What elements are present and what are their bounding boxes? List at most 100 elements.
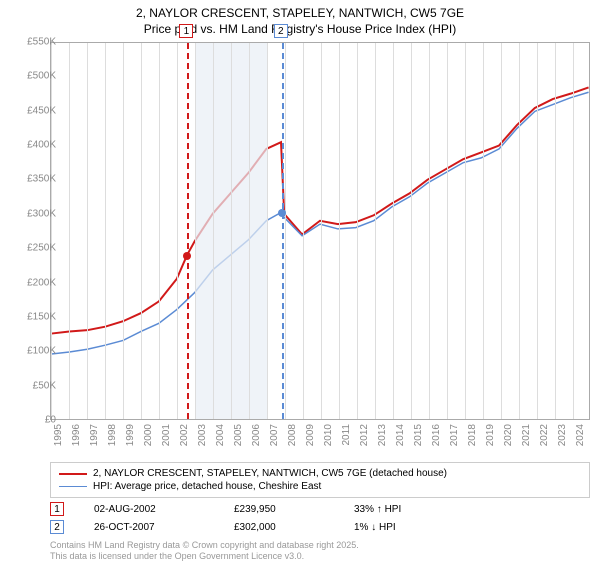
sale-delta: 1% ↓ HPI [354,522,396,533]
x-axis-label: 2006 [251,424,262,446]
x-axis-label: 2017 [449,424,460,446]
x-axis-label: 2004 [215,424,226,446]
x-axis-label: 2011 [341,424,352,446]
grid-vline [501,43,502,419]
title-line-1: 2, NAYLOR CRESCENT, STAPELEY, NANTWICH, … [136,6,464,20]
y-axis-label: £300K [12,208,56,219]
x-axis-label: 1997 [89,424,100,446]
legend-box: 2, NAYLOR CRESCENT, STAPELEY, NANTWICH, … [50,462,590,498]
grid-vline [159,43,160,419]
footer-line-1: Contains HM Land Registry data © Crown c… [50,540,359,550]
y-axis-label: £500K [12,71,56,82]
x-axis-label: 2023 [557,424,568,446]
grid-vline [123,43,124,419]
y-axis-label: £450K [12,105,56,116]
sale-date: 02-AUG-2002 [94,504,204,515]
grid-vline [519,43,520,419]
y-axis-label: £0 [12,415,56,426]
footer-attribution: Contains HM Land Registry data © Crown c… [50,540,359,562]
grid-vline [573,43,574,419]
grid-vline [87,43,88,419]
x-axis-label: 1999 [125,424,136,446]
x-axis-label: 2015 [413,424,424,446]
grid-vline [285,43,286,419]
x-axis-label: 2024 [575,424,586,446]
y-axis-label: £150K [12,311,56,322]
sale-marker-dot [278,209,286,217]
sale-marker-vline [187,43,189,419]
sale-row-marker: 1 [50,502,64,516]
y-axis-label: £50K [12,380,56,391]
x-axis-label: 2021 [521,424,532,446]
grid-vline [375,43,376,419]
footer-line-2: This data is licensed under the Open Gov… [50,551,304,561]
x-axis-label: 2005 [233,424,244,446]
grid-vline [411,43,412,419]
grid-vline [141,43,142,419]
sale-delta: 33% ↑ HPI [354,504,401,515]
grid-vline [339,43,340,419]
x-axis-label: 1996 [71,424,82,446]
y-axis-label: £400K [12,140,56,151]
grid-vline [393,43,394,419]
x-axis-label: 1998 [107,424,118,446]
x-axis-label: 2009 [305,424,316,446]
sale-price: £239,950 [234,504,324,515]
x-axis-label: 2000 [143,424,154,446]
x-axis-label: 2013 [377,424,388,446]
x-axis-label: 2003 [197,424,208,446]
plot-area [50,42,590,420]
x-axis-label: 2018 [467,424,478,446]
grid-vline [465,43,466,419]
grid-vline [213,43,214,419]
series-line-property [51,87,588,333]
grid-vline [267,43,268,419]
grid-vline [69,43,70,419]
y-axis-label: £200K [12,277,56,288]
x-axis-label: 2022 [539,424,550,446]
grid-vline [231,43,232,419]
x-axis-label: 2001 [161,424,172,446]
sale-marker-vline [282,43,284,419]
grid-vline [447,43,448,419]
x-axis-label: 2007 [269,424,280,446]
grid-vline [303,43,304,419]
x-axis-label: 1995 [53,424,64,446]
y-axis-label: £250K [12,243,56,254]
chart-title: 2, NAYLOR CRESCENT, STAPELEY, NANTWICH, … [0,0,600,37]
x-axis-label: 2019 [485,424,496,446]
sale-price: £302,000 [234,522,324,533]
legend-label: 2, NAYLOR CRESCENT, STAPELEY, NANTWICH, … [93,468,447,479]
sale-date: 26-OCT-2007 [94,522,204,533]
sale-row: 2 26-OCT-2007 £302,000 1% ↓ HPI [50,520,590,534]
x-axis-label: 2008 [287,424,298,446]
sale-marker-dot [183,252,191,260]
grid-vline [105,43,106,419]
grid-vline [429,43,430,419]
sale-marker-box: 2 [274,24,288,38]
x-axis-label: 2010 [323,424,334,446]
legend-swatch [59,486,87,487]
sale-row-marker: 2 [50,520,64,534]
grid-vline [555,43,556,419]
x-axis-label: 2012 [359,424,370,446]
grid-vline [195,43,196,419]
x-axis-label: 2002 [179,424,190,446]
x-axis-label: 2020 [503,424,514,446]
grid-vline [177,43,178,419]
grid-vline [357,43,358,419]
sale-marker-box: 1 [179,24,193,38]
y-axis-label: £100K [12,346,56,357]
sale-row: 1 02-AUG-2002 £239,950 33% ↑ HPI [50,502,590,516]
y-axis-label: £350K [12,174,56,185]
grid-vline [51,43,52,419]
line-series-svg [51,43,589,419]
legend-swatch [59,473,87,475]
series-line-hpi [51,92,588,354]
x-axis-label: 2014 [395,424,406,446]
grid-vline [321,43,322,419]
grid-vline [249,43,250,419]
legend-label: HPI: Average price, detached house, Ches… [93,481,321,492]
y-axis-label: £550K [12,37,56,48]
x-axis-label: 2016 [431,424,442,446]
